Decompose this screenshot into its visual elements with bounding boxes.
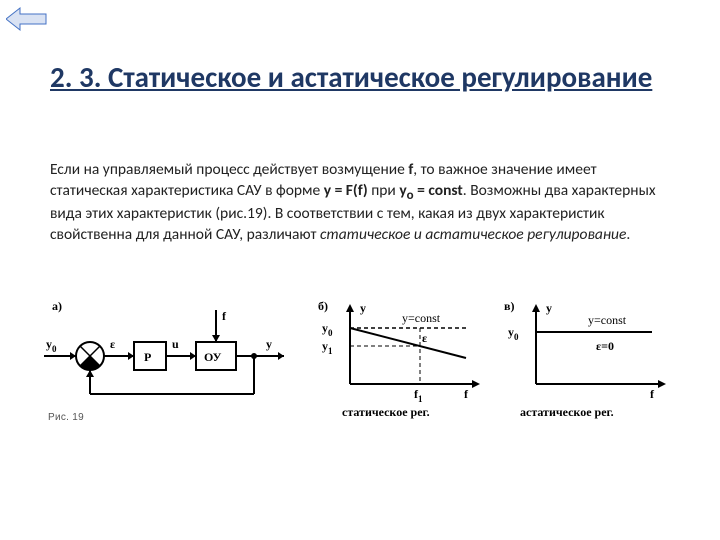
- sig-f: f: [222, 309, 227, 323]
- label-yconst-c: y=const: [588, 313, 627, 327]
- slide-title: 2. 3. Статическое и астатическое регулир…: [50, 60, 660, 95]
- text-run: .: [626, 225, 630, 244]
- figure-row: а) y0 ε Р u ОУ f: [44, 298, 672, 424]
- block-p: Р: [144, 350, 151, 364]
- tick-f1-b: f1: [414, 387, 423, 404]
- axis-y-b: y: [360, 301, 366, 315]
- axis-f-c: f: [650, 387, 655, 401]
- italic-phrase: статическое и астатическое регулирование: [320, 225, 626, 244]
- label-eps0-c: ε=0: [596, 339, 614, 353]
- back-arrow-icon[interactable]: [6, 6, 50, 37]
- text-run: Если на управляемый процесс действует во…: [50, 160, 408, 179]
- label-a: а): [52, 299, 62, 313]
- bold-y0: yo = const: [399, 181, 462, 200]
- label-c: в): [504, 299, 514, 313]
- sig-u: u: [172, 337, 179, 351]
- graph-astatic-c: в) y f y=const y0 ε=0 астатическое рег.: [502, 298, 672, 424]
- tick-y0-b: y0: [322, 321, 333, 338]
- caption-c: астатическое рег.: [520, 405, 614, 419]
- tick-y0-c: y0: [508, 325, 519, 342]
- text-run: при: [368, 181, 400, 200]
- figure-number: Рис. 19: [48, 412, 84, 423]
- label-b: б): [318, 299, 328, 313]
- caption-b: статическое рег.: [342, 405, 430, 419]
- axis-y-c: y: [546, 301, 552, 315]
- axis-f-b: f: [464, 387, 469, 401]
- bold-formula: y = F(f): [324, 181, 368, 200]
- graph-static-b: б) y f y=const y0 y1 f1 ε статическое ре: [316, 298, 486, 424]
- sig-y: y: [266, 337, 272, 351]
- sig-y0: y0: [46, 337, 57, 354]
- block-diagram-a: а) y0 ε Р u ОУ f: [44, 298, 300, 410]
- tick-y1-b: y1: [322, 339, 333, 356]
- label-eps-b: ε: [422, 331, 427, 345]
- slide-body: Если на управляемый процесс действует во…: [50, 160, 665, 246]
- label-yconst-b: y=const: [402, 311, 441, 325]
- sig-eps: ε: [110, 337, 115, 351]
- block-oy: ОУ: [204, 350, 222, 364]
